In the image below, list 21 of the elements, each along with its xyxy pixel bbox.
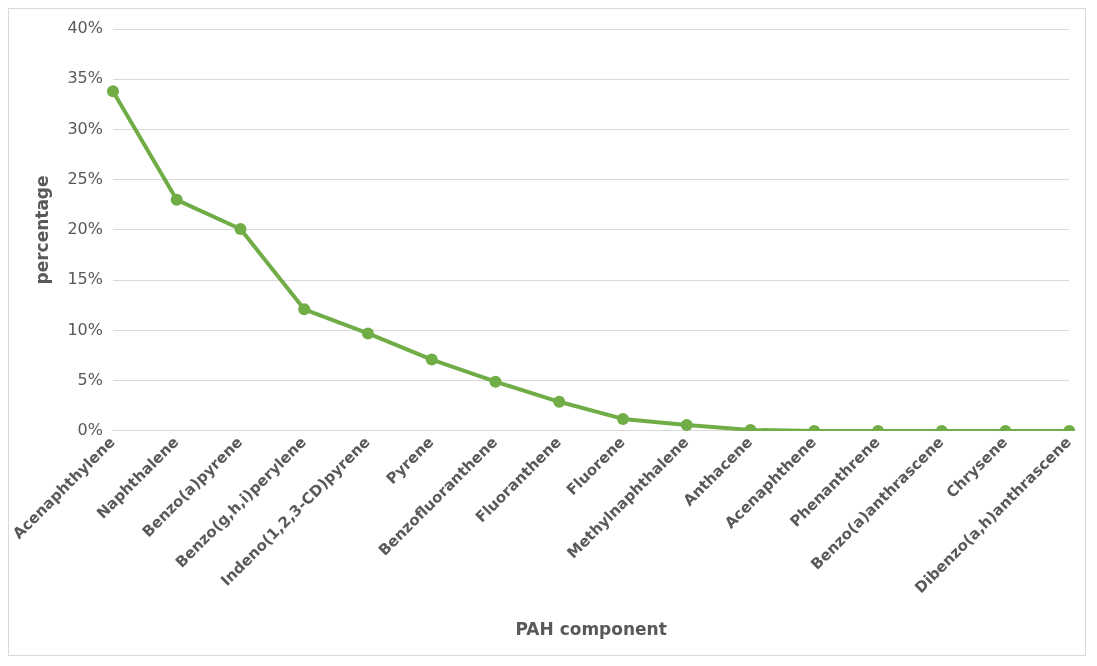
- point: [234, 222, 247, 235]
- y-tick-label: 40%: [67, 18, 103, 38]
- y-tick-label: 10%: [67, 319, 103, 339]
- point: [680, 418, 693, 431]
- point: [553, 395, 566, 408]
- point: [106, 85, 119, 98]
- point: [361, 327, 374, 340]
- y-tick-label: 25%: [67, 168, 103, 188]
- y-tick-label: 35%: [67, 68, 103, 88]
- y-tick-label: 20%: [67, 219, 103, 239]
- y-tick-label: 15%: [67, 269, 103, 289]
- point: [170, 193, 183, 206]
- y-axis-title: percentage: [31, 175, 52, 285]
- y-tick-label: 0%: [77, 420, 103, 440]
- x-axis-title: PAH component: [515, 619, 667, 640]
- point: [298, 303, 311, 316]
- point: [425, 353, 438, 366]
- y-tick-label: 30%: [67, 118, 103, 138]
- y-tick-label: 5%: [77, 369, 103, 389]
- point: [616, 412, 629, 425]
- point: [489, 375, 502, 388]
